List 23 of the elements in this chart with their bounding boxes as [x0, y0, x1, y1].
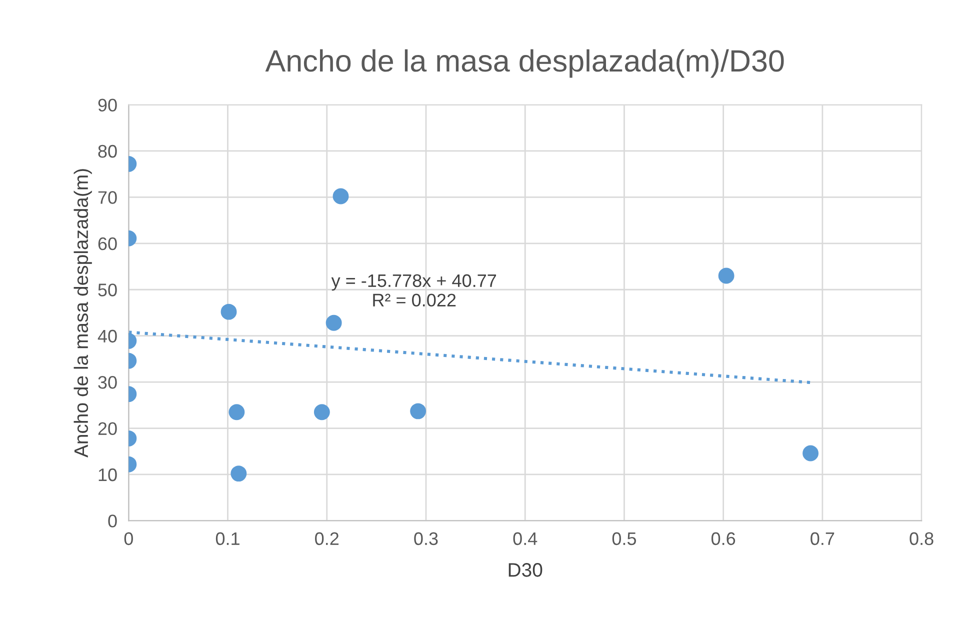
y-axis-title: Ancho de la masa desplazada(m)	[74, 169, 92, 458]
x-axis-title: D30	[508, 563, 542, 577]
y-tick-label: 80	[98, 144, 117, 158]
x-tick-label: 0.8	[910, 532, 934, 546]
x-tick-label: 0.6	[711, 532, 736, 546]
x-tick-label: 0.3	[414, 532, 438, 546]
x-tick-label: 0.1	[216, 532, 240, 546]
y-tick-label: 70	[98, 191, 117, 204]
y-tick-label: 10	[98, 468, 117, 482]
y-tick-label: 90	[98, 98, 117, 112]
x-tick-label: 0.5	[612, 532, 636, 546]
x-tick-label: 0.2	[315, 532, 339, 546]
y-tick-label: 0	[108, 514, 117, 528]
y-tick-label: 60	[98, 237, 117, 250]
y-tick-label: 40	[98, 330, 117, 343]
x-tick-label: 0	[124, 532, 133, 546]
y-tick-label: 20	[98, 422, 117, 435]
y-tick-label: 30	[98, 376, 117, 389]
x-tick-label: 0.7	[810, 532, 834, 546]
chart-title: Ancho de la masa desplazada(m)/D30	[265, 49, 784, 78]
x-tick-label: 0.4	[513, 532, 538, 546]
annotation: y = -15.778x + 40.77 R² = 0.022	[331, 274, 496, 307]
y-tick-label: 50	[98, 284, 117, 296]
